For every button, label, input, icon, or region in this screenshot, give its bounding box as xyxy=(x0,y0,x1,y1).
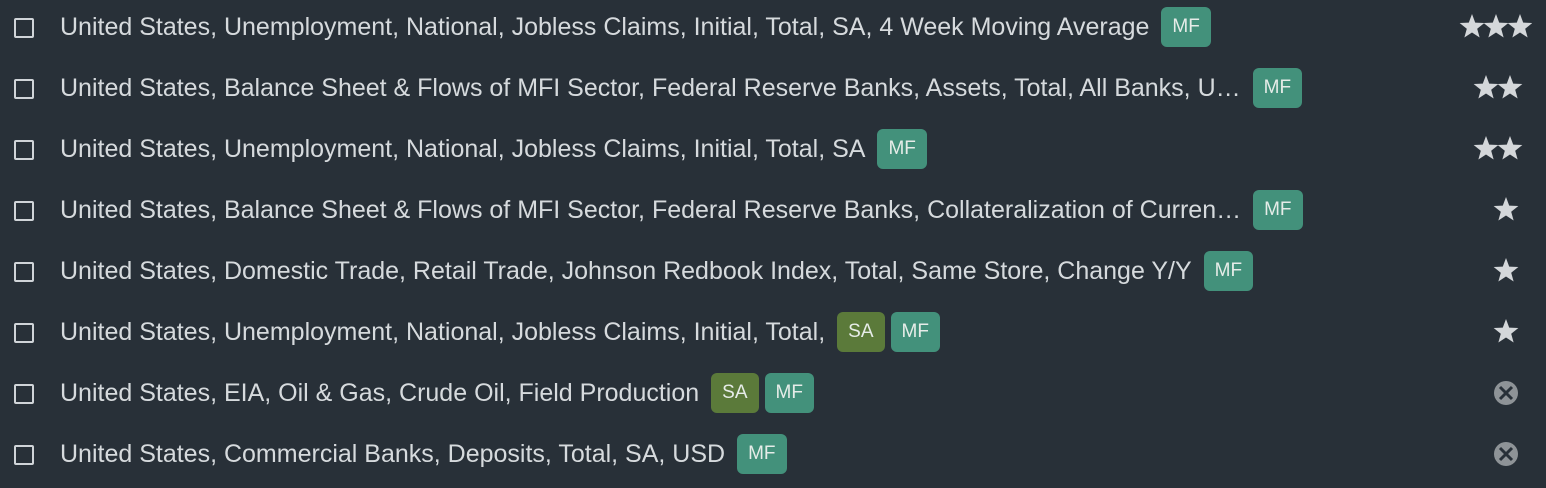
badge: MF xyxy=(877,129,927,169)
series-row[interactable]: United States, EIA, Oil & Gas, Crude Oil… xyxy=(0,366,1546,427)
series-title[interactable]: United States, Unemployment, National, J… xyxy=(60,317,826,346)
series-label: United States, EIA, Oil & Gas, Crude Oil… xyxy=(60,366,814,420)
badge: MF xyxy=(764,373,814,413)
series-row[interactable]: United States, Commercial Banks, Deposit… xyxy=(0,427,1546,488)
series-title[interactable]: United States, Unemployment, National, J… xyxy=(60,12,1150,41)
star xyxy=(1473,75,1499,99)
star xyxy=(1493,197,1519,221)
series-row[interactable]: United States, Balance Sheet & Flows of … xyxy=(0,183,1546,244)
series-title[interactable]: United States, Balance Sheet & Flows of … xyxy=(60,195,1242,224)
series-title[interactable]: United States, Commercial Banks, Deposit… xyxy=(60,439,726,468)
series-label: United States, Balance Sheet & Flows of … xyxy=(60,61,1303,115)
series-row[interactable]: United States, Balance Sheet & Flows of … xyxy=(0,61,1546,122)
star xyxy=(1473,136,1499,160)
star xyxy=(1493,258,1519,282)
star xyxy=(1507,14,1532,38)
series-title[interactable]: United States, EIA, Oil & Gas, Crude Oil… xyxy=(60,378,700,407)
badge: SA xyxy=(711,373,759,413)
series-label: United States, Unemployment, National, J… xyxy=(60,0,1211,54)
star xyxy=(1493,319,1519,343)
series-title[interactable]: United States, Balance Sheet & Flows of … xyxy=(60,73,1241,102)
star xyxy=(1459,14,1485,38)
checkbox[interactable] xyxy=(14,79,34,99)
series-label: United States, Domestic Trade, Retail Tr… xyxy=(60,244,1254,298)
rating[interactable] xyxy=(1442,131,1532,167)
series-label: United States, Unemployment, National, J… xyxy=(60,122,927,176)
series-label: United States, Unemployment, National, J… xyxy=(60,305,940,359)
star xyxy=(1497,136,1523,160)
remove-cross xyxy=(1498,385,1514,401)
rating[interactable] xyxy=(1442,436,1532,472)
badge: MF xyxy=(1161,7,1211,47)
series-label: United States, Balance Sheet & Flows of … xyxy=(60,183,1303,237)
checkbox[interactable] xyxy=(14,140,34,160)
rating[interactable] xyxy=(1442,375,1532,411)
checkbox[interactable] xyxy=(14,18,34,38)
badge: MF xyxy=(1203,251,1254,291)
rating[interactable] xyxy=(1442,9,1532,45)
badge: MF xyxy=(1252,68,1303,108)
rating[interactable] xyxy=(1442,70,1532,106)
badge: MF xyxy=(1253,190,1303,230)
series-title[interactable]: United States, Unemployment, National, J… xyxy=(60,134,866,163)
checkbox[interactable] xyxy=(14,262,34,282)
checkbox[interactable] xyxy=(14,384,34,404)
series-title[interactable]: United States, Domestic Trade, Retail Tr… xyxy=(60,256,1192,285)
badge: MF xyxy=(737,434,787,474)
star xyxy=(1483,14,1509,38)
series-row[interactable]: United States, Unemployment, National, J… xyxy=(0,0,1546,61)
checkbox[interactable] xyxy=(14,445,34,465)
series-label: United States, Commercial Banks, Deposit… xyxy=(60,427,787,481)
rating[interactable] xyxy=(1442,314,1532,350)
badge: MF xyxy=(890,312,940,352)
checkbox[interactable] xyxy=(14,323,34,343)
badge: SA xyxy=(837,312,885,352)
series-row[interactable]: United States, Unemployment, National, J… xyxy=(0,122,1546,183)
star xyxy=(1497,75,1523,99)
rating[interactable] xyxy=(1442,192,1532,228)
series-row[interactable]: United States, Domestic Trade, Retail Tr… xyxy=(0,244,1546,305)
remove-cross xyxy=(1498,446,1514,462)
rating[interactable] xyxy=(1442,253,1532,289)
checkbox[interactable] xyxy=(14,201,34,221)
series-row[interactable]: United States, Unemployment, National, J… xyxy=(0,305,1546,366)
